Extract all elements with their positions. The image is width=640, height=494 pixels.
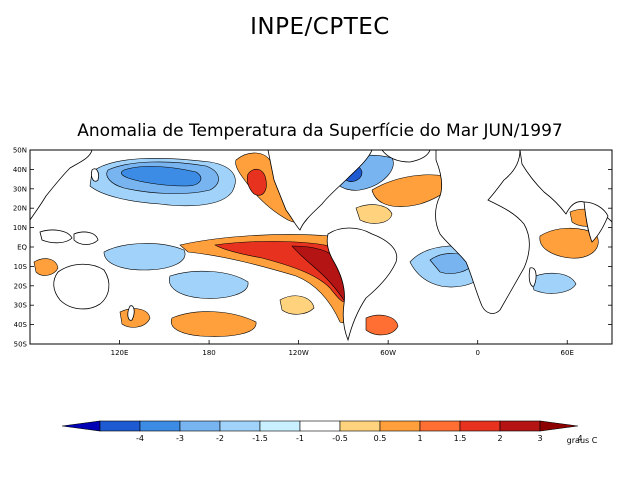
colorbar-bin [99,420,141,432]
colorbar-tick-label: 1.5 [454,434,467,443]
colorbar-bin [299,420,341,432]
lon-label: 180 [202,349,215,357]
lat-label: 20N [13,205,27,213]
cool-anomaly-north-pacific-core [121,166,202,187]
land-south-america [326,227,398,342]
land-madagascar [528,267,537,287]
lat-label: 10N [13,224,27,232]
colorbar-bin [459,420,501,432]
lon-label: 60W [380,349,396,357]
colorbar-bin [259,420,301,432]
land-north-america [267,150,373,231]
lon-label: 120E [111,349,129,357]
organization-title: INPE/CPTEC [250,14,390,40]
land-greenland [381,150,431,163]
lat-label: 50N [13,147,27,155]
lon-label: 120W [288,349,308,357]
colorbar-bin [219,420,261,432]
land-east-asia [30,150,93,221]
colorbar-bin [379,420,421,432]
colorbar-bin [179,420,221,432]
colorbar-tick-label: 2 [497,434,502,443]
colorbar-tick-label: -0.5 [332,434,348,443]
lat-label: 40N [13,166,27,174]
colorbar-min-arrow [61,420,101,432]
warm-anomaly-ne-pacific-core [246,168,267,196]
colorbar-tick-label: -1.5 [252,434,268,443]
warm-anomaly-tasman [33,258,59,276]
warm-anomaly-subtropical-atlantic [355,204,393,224]
lat-label: 50S [14,341,28,349]
land-maritime-continent [39,229,99,245]
warm-anomaly-west-indian [539,227,599,259]
colorbar-tick-label: 4 [577,434,582,443]
lat-label: 10S [14,263,28,271]
axis-ticks [30,149,612,345]
warm-anomaly-south-pacific-belt [170,311,257,337]
colorbar-bin [499,420,541,432]
land-australia [53,263,110,310]
lat-label: EQ [17,244,27,252]
map-field [30,150,612,344]
colorbar-bin [339,420,381,432]
colorbar-bin [139,420,181,432]
cool-anomaly-south-pacific [169,270,249,299]
lat-label: 30S [14,302,28,310]
lon-label: 0 [475,349,479,357]
colorbar-unit-label: graus C [567,436,598,445]
colorbar-tick-label: -1 [296,434,304,443]
lat-label: 40S [14,321,28,329]
cool-anomaly-south-indian [529,272,577,294]
colorbar-bin [419,420,461,432]
map-title: Anomalia de Temperatura da Superfície do… [77,121,563,141]
lat-label: 30N [13,185,27,193]
warm-anomaly-south-atlantic-sw [365,314,399,336]
lon-label: 60E [561,349,574,357]
colorbar-tick-label: -2 [216,434,224,443]
cool-anomaly-western-pacific [103,243,186,271]
warm-anomaly-south-pacific-east [279,295,315,315]
axis-labels: 50N 40N 30N 20N 10N EQ 10S 20S 30S 40S 50S 120E 180 1… [13,147,574,358]
lat-label: 20S [14,282,28,290]
land-new-zealand [127,305,135,321]
colorbar-tick-label: 0.5 [374,434,387,443]
land-india [583,201,609,243]
colorbar-max-arrow [539,420,579,432]
colorbar-tick-label: 1 [417,434,422,443]
colorbar-tick-label: -4 [136,434,144,443]
land-europe-africa [435,150,530,314]
land-japan [91,168,99,182]
colorbar-tick-label: -3 [176,434,184,443]
colorbar-tick-label: 3 [537,434,542,443]
